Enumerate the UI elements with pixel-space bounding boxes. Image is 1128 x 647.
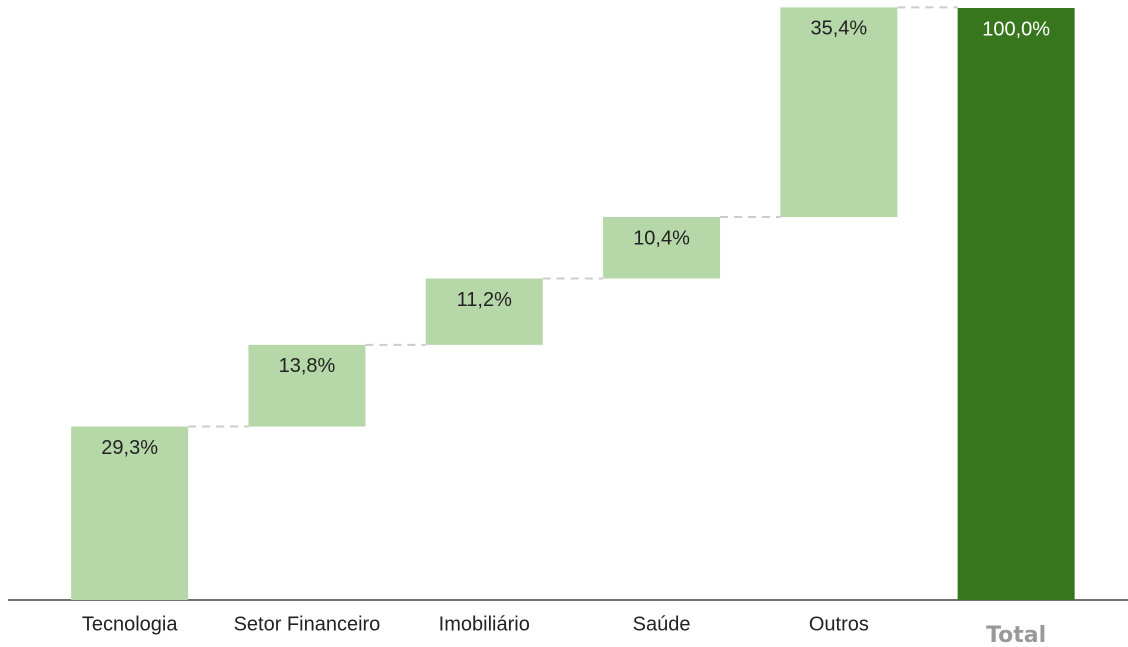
value-label: 10,4% xyxy=(633,227,690,249)
x-tick-label: Saúde xyxy=(633,613,691,635)
value-label: 29,3% xyxy=(101,437,158,459)
x-tick-label: Tecnologia xyxy=(82,613,179,635)
value-label: 11,2% xyxy=(457,289,512,311)
total-bar xyxy=(957,8,1075,600)
bar xyxy=(603,216,721,279)
bar xyxy=(780,7,898,217)
bar xyxy=(425,278,543,345)
value-label: 13,8% xyxy=(279,355,336,377)
x-tick-label: Setor Financeiro xyxy=(234,613,381,635)
x-tick-label: Outros xyxy=(809,613,869,635)
total-value-label: 100,0% xyxy=(982,18,1050,40)
x-tick-label: Imobiliário xyxy=(439,613,530,635)
bar xyxy=(248,344,366,427)
value-label: 35,4% xyxy=(810,18,867,40)
total-label: Total xyxy=(986,623,1046,647)
bar xyxy=(71,426,189,600)
